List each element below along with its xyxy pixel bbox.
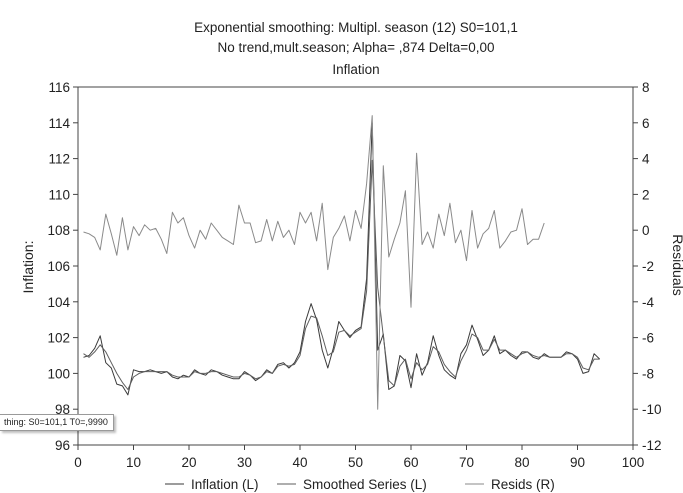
- x-tick-label: 80: [514, 455, 529, 470]
- chart-subtitle-variable: Inflation: [332, 62, 379, 77]
- x-tick-label: 20: [181, 455, 196, 470]
- y-left-tick-label: 106: [47, 259, 70, 274]
- y-left-tick-label: 102: [47, 331, 70, 346]
- x-tick-label: 90: [570, 455, 585, 470]
- x-tick-label: 60: [403, 455, 418, 470]
- legend-label: Smoothed Series (L): [303, 477, 427, 492]
- legend-label: Inflation (L): [191, 477, 259, 492]
- y-left-tick-label: 96: [55, 438, 70, 453]
- y-right-tick-label: 2: [642, 187, 650, 202]
- x-tick-label: 40: [292, 455, 307, 470]
- smoothing-tooltip: thing: S0=101,1 T0=,9990: [0, 414, 114, 431]
- y-left-tick-label: 114: [48, 116, 70, 131]
- x-tick-label: 10: [126, 455, 141, 470]
- x-tick-label: 30: [237, 455, 252, 470]
- y-right-tick-label: -10: [642, 402, 662, 417]
- y-right-tick-label: 4: [642, 152, 650, 167]
- x-tick-label: 70: [459, 455, 474, 470]
- series-line-resids: [83, 115, 545, 410]
- chart-title: Exponential smoothing: Multipl. season (…: [194, 20, 518, 35]
- y-right-tick-label: -6: [642, 331, 654, 346]
- x-tick-label: 0: [74, 455, 82, 470]
- y-right-tick-label: -8: [642, 366, 654, 381]
- y-right-tick-label: -4: [642, 295, 654, 310]
- x-tick-label: 100: [622, 455, 645, 470]
- y-right-tick-label: 8: [642, 80, 650, 95]
- y-right-tick-label: 6: [642, 116, 650, 131]
- y-right-tick-label: -2: [642, 259, 654, 274]
- y-left-tick-label: 104: [47, 295, 70, 310]
- chart-titles: Exponential smoothing: Multipl. season (…: [194, 20, 518, 77]
- legend: Inflation (L) Smoothed Series (L) Resids (…: [165, 477, 555, 492]
- axis-ticks: 0 10 20 30 40 50 60 70 80 90 100969810010210410610…: [47, 80, 661, 470]
- y-left-tick-label: 98: [55, 402, 70, 417]
- series-lines: [83, 115, 601, 410]
- y-left-tick-label: 108: [47, 223, 70, 238]
- y-right-tick-label: 0: [642, 223, 650, 238]
- series-line-inflation: [83, 122, 601, 396]
- y-left-tick-label: 116: [48, 80, 70, 95]
- chart-subtitle: No trend,mult.season; Alpha= ,874 Delta=…: [218, 40, 495, 55]
- x-tick-label: 50: [348, 455, 363, 470]
- y-right-tick-label: -12: [642, 438, 662, 453]
- series-line-smoothed-series: [83, 159, 600, 390]
- legend-label: Resids (R): [491, 477, 555, 492]
- y-axis-left-label: Inflation:: [20, 241, 36, 294]
- y-axis-right-label: Residuals: [670, 234, 683, 295]
- y-left-tick-label: 112: [48, 152, 70, 167]
- y-left-tick-label: 100: [47, 366, 70, 381]
- y-left-tick-label: 110: [48, 187, 70, 202]
